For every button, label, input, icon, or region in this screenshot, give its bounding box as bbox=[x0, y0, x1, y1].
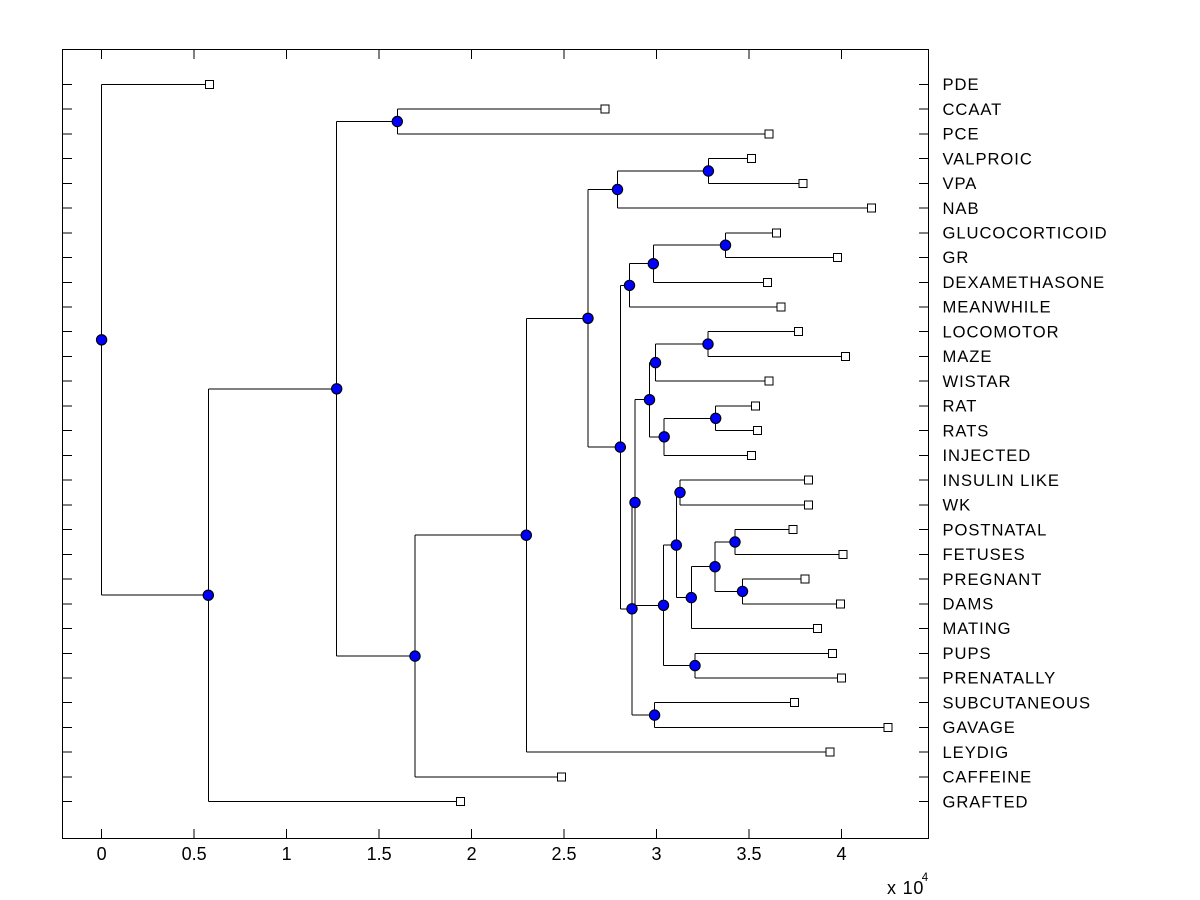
svg-text:VPA: VPA bbox=[943, 174, 978, 193]
svg-text:0.5: 0.5 bbox=[182, 844, 207, 864]
svg-text:GAVAGE: GAVAGE bbox=[943, 718, 1016, 737]
svg-text:CCAAT: CCAAT bbox=[943, 100, 1003, 119]
svg-text:WISTAR: WISTAR bbox=[943, 372, 1012, 391]
svg-text:RAT: RAT bbox=[943, 397, 978, 416]
svg-text:WK: WK bbox=[943, 496, 972, 515]
svg-text:CAFFEINE: CAFFEINE bbox=[943, 768, 1033, 787]
svg-text:2: 2 bbox=[467, 844, 477, 864]
svg-text:PCE: PCE bbox=[943, 125, 980, 144]
svg-text:PDE: PDE bbox=[943, 75, 980, 94]
svg-text:3: 3 bbox=[651, 844, 661, 864]
svg-text:1: 1 bbox=[282, 844, 292, 864]
svg-text:PUPS: PUPS bbox=[943, 644, 992, 663]
svg-text:SUBCUTANEOUS: SUBCUTANEOUS bbox=[943, 693, 1091, 712]
svg-text:GRAFTED: GRAFTED bbox=[943, 792, 1029, 811]
svg-text:INJECTED: INJECTED bbox=[943, 446, 1032, 465]
svg-text:POSTNATAL: POSTNATAL bbox=[943, 520, 1048, 539]
svg-text:NAB: NAB bbox=[943, 199, 980, 218]
svg-text:1.5: 1.5 bbox=[367, 844, 392, 864]
svg-text:GR: GR bbox=[943, 248, 970, 267]
svg-text:2.5: 2.5 bbox=[551, 844, 576, 864]
svg-text:4: 4 bbox=[836, 844, 846, 864]
svg-text:DAMS: DAMS bbox=[943, 595, 995, 614]
svg-text:LOCOMOTOR: LOCOMOTOR bbox=[943, 322, 1060, 341]
svg-text:FETUSES: FETUSES bbox=[943, 545, 1026, 564]
svg-text:DEXAMETHASONE: DEXAMETHASONE bbox=[943, 273, 1106, 292]
svg-text:PRENATALLY: PRENATALLY bbox=[943, 669, 1057, 688]
svg-text:MATING: MATING bbox=[943, 619, 1012, 638]
svg-text:MAZE: MAZE bbox=[943, 347, 993, 366]
svg-text:4: 4 bbox=[922, 872, 929, 884]
svg-text:VALPROIC: VALPROIC bbox=[943, 149, 1033, 168]
svg-text:INSULIN LIKE: INSULIN LIKE bbox=[943, 471, 1060, 490]
svg-text:LEYDIG: LEYDIG bbox=[943, 743, 1010, 762]
svg-text:PREGNANT: PREGNANT bbox=[943, 570, 1043, 589]
svg-text:x 10: x 10 bbox=[887, 878, 924, 898]
svg-text:0: 0 bbox=[97, 844, 107, 864]
svg-text:MEANWHILE: MEANWHILE bbox=[943, 298, 1052, 317]
svg-text:GLUCOCORTICOID: GLUCOCORTICOID bbox=[943, 224, 1108, 243]
svg-text:3.5: 3.5 bbox=[736, 844, 761, 864]
svg-text:RATS: RATS bbox=[943, 421, 990, 440]
